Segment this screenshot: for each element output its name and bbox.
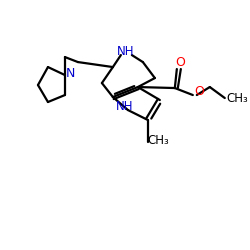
Text: CH₃: CH₃ (147, 134, 169, 147)
Text: NH: NH (116, 100, 134, 112)
Text: NH: NH (117, 44, 135, 58)
Text: N: N (66, 66, 76, 80)
Text: O: O (194, 84, 204, 98)
Text: O: O (175, 56, 185, 68)
Text: CH₃: CH₃ (226, 92, 248, 104)
